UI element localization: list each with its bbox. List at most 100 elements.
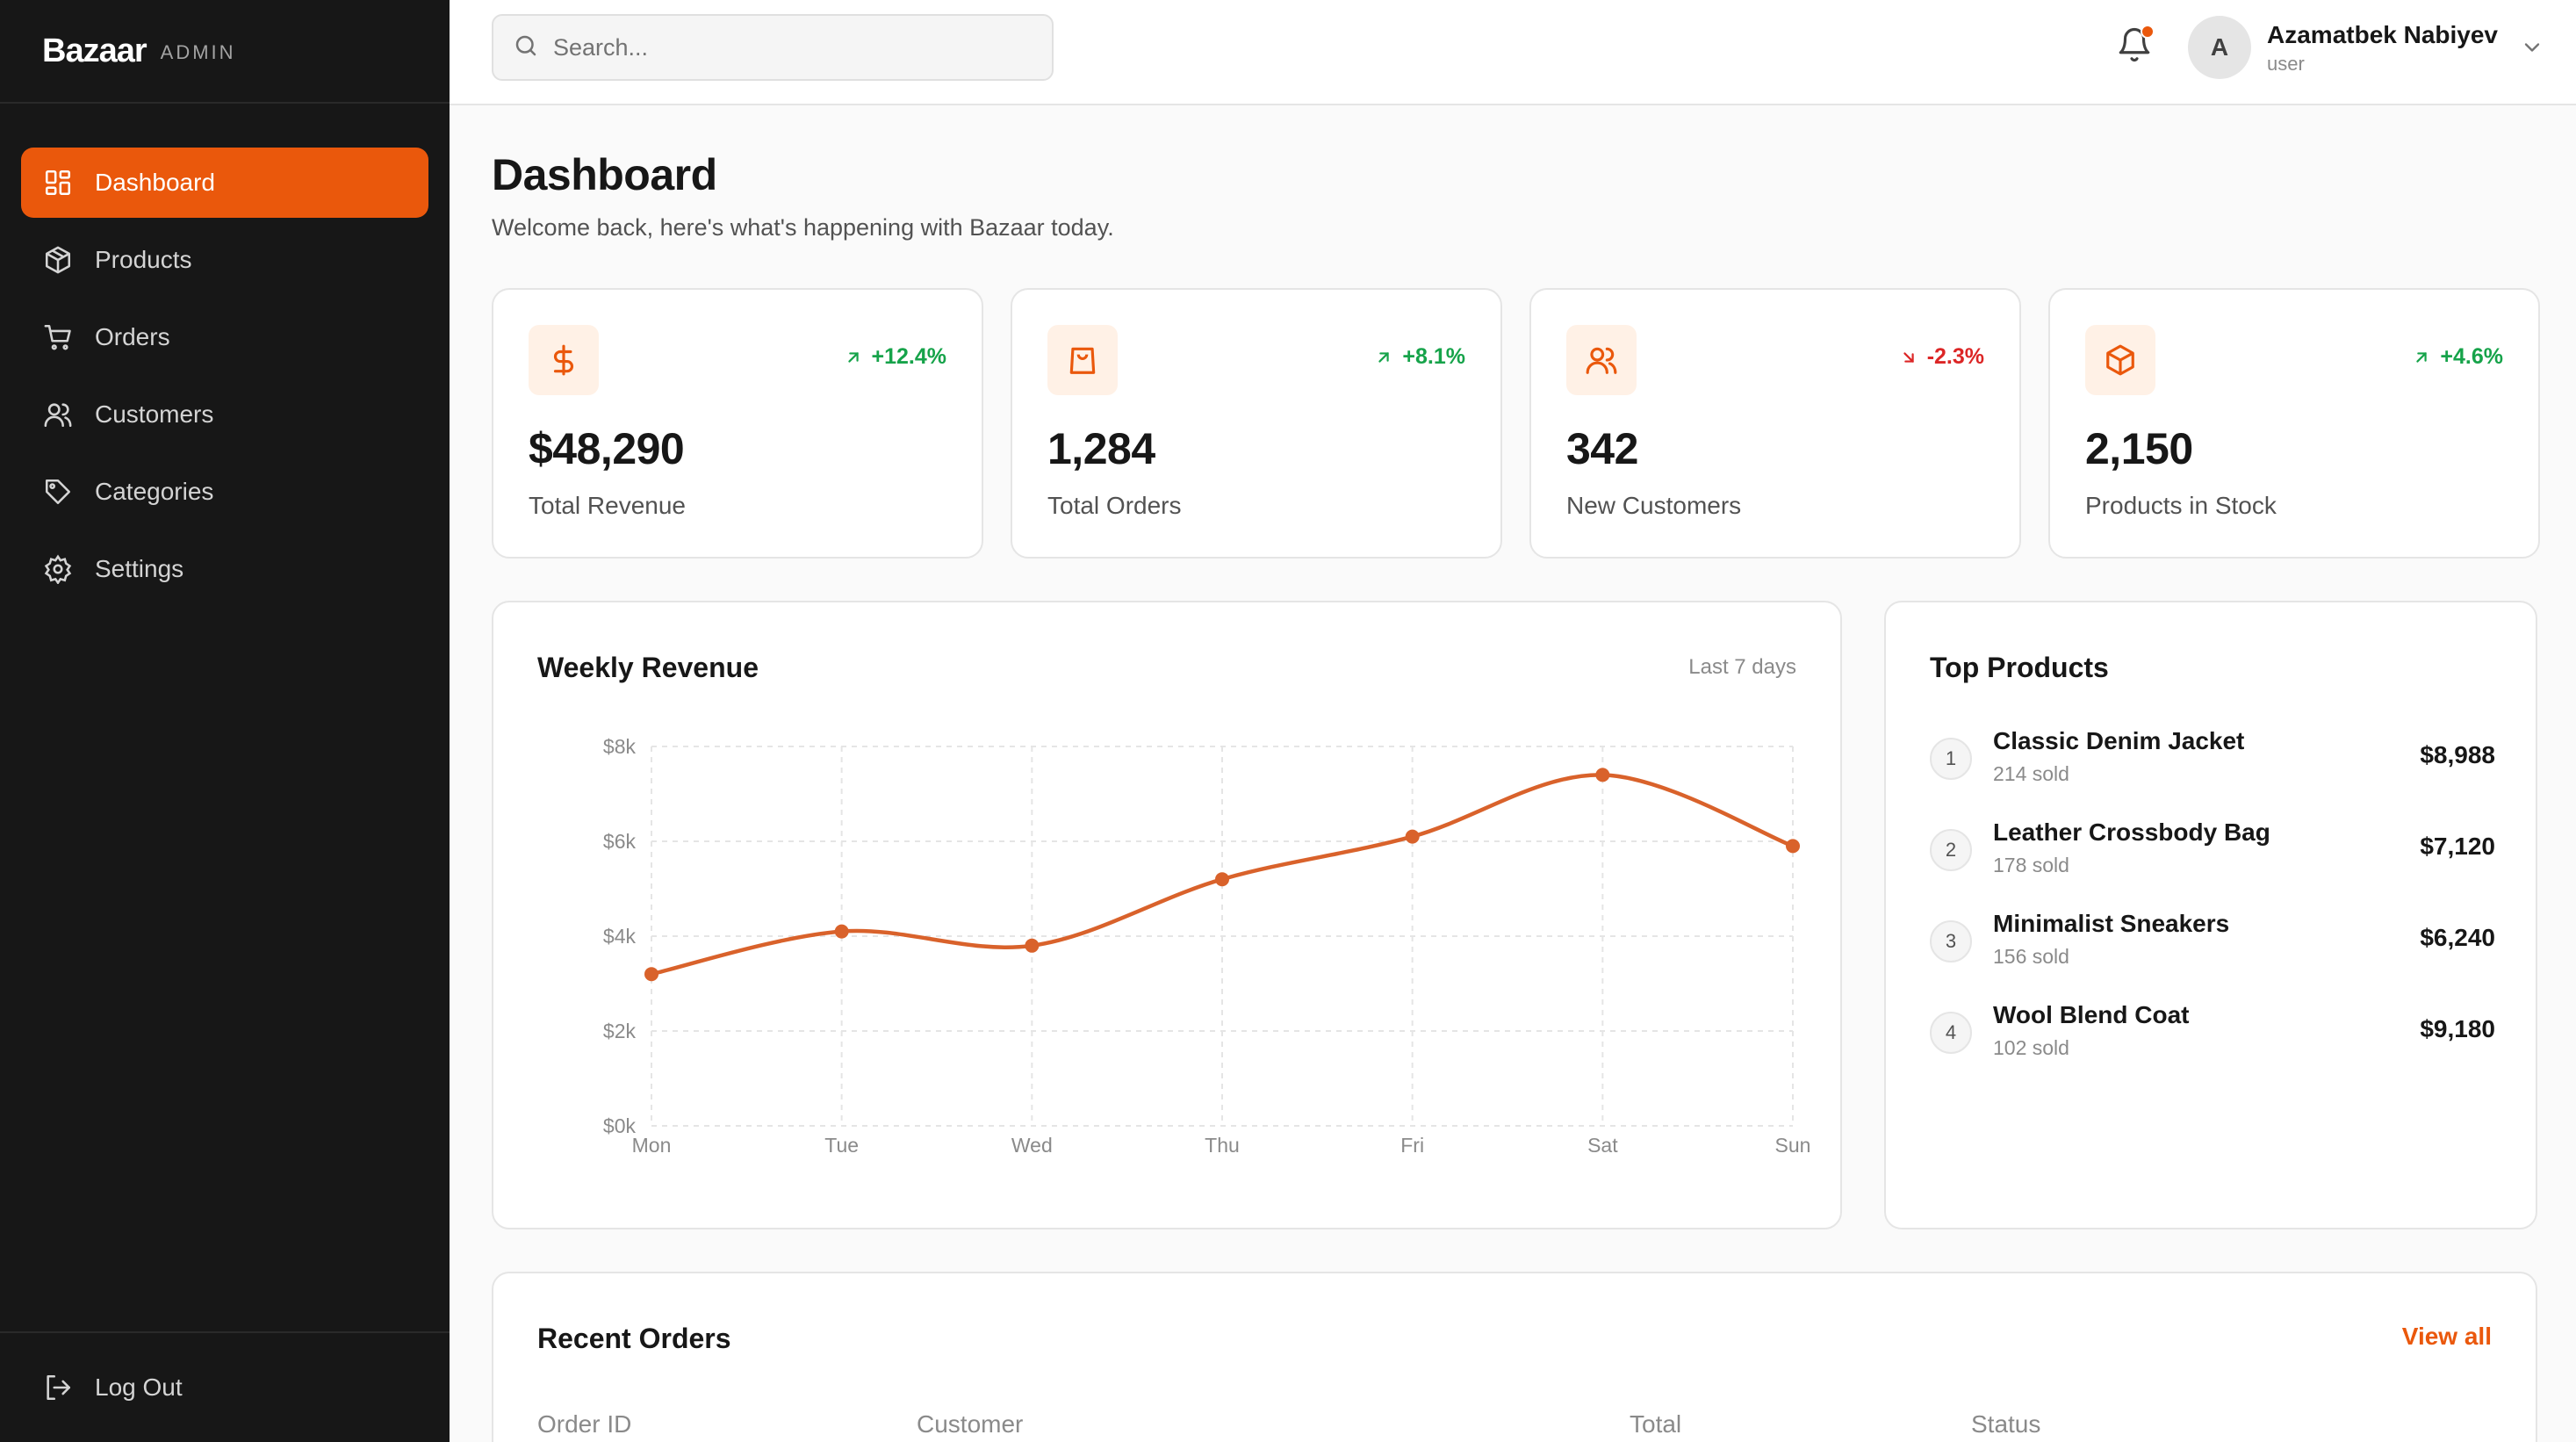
rank-badge: 3: [1930, 920, 1972, 963]
brand-name: Bazaar: [42, 32, 148, 69]
data-point: [1595, 768, 1610, 782]
stat-label: New Customers: [1566, 492, 1742, 519]
sidebar-footer: Log Out: [0, 1331, 450, 1442]
stat-change: +4.6%: [2412, 344, 2503, 370]
arrow-up-right-icon: [2416, 351, 2428, 363]
search-input[interactable]: [553, 33, 1045, 61]
stat-value: 342: [1566, 424, 1638, 473]
bell-icon: [2119, 28, 2150, 62]
logout-label: Log Out: [95, 1374, 183, 1401]
logout-button[interactable]: Log Out: [21, 1352, 428, 1423]
x-tick-label: Sun: [1775, 1134, 1811, 1157]
x-tick-label: Mon: [632, 1134, 672, 1157]
list-item[interactable]: 1 Classic Denim Jacket 214 sold $8,988: [1930, 727, 2495, 797]
data-point: [644, 967, 658, 982]
sidebar-item-dashboard[interactable]: Dashboard: [21, 148, 428, 218]
product-sold: 156 sold: [1993, 945, 2069, 968]
sidebar-item-label: Customers: [95, 400, 214, 428]
top-products-card: Top Products 1 Classic Denim Jacket 214 …: [1884, 601, 2537, 1229]
users-icon: [1566, 325, 1637, 395]
sidebar-item-categories[interactable]: Categories: [21, 457, 428, 527]
list-item[interactable]: 3 Minimalist Sneakers 156 sold $6,240: [1930, 910, 2495, 980]
package-icon: [2085, 325, 2155, 395]
stat-change-value: +12.4%: [871, 344, 947, 369]
avatar[interactable]: A: [2188, 16, 2251, 79]
column-header-total[interactable]: Total: [1630, 1410, 1682, 1438]
y-tick-label: $0k: [603, 1114, 637, 1137]
arrow-up-right-icon: [847, 351, 859, 363]
x-tick-label: Fri: [1400, 1134, 1424, 1157]
notifications-button[interactable]: [2116, 25, 2155, 65]
stat-change: +12.4%: [844, 344, 947, 370]
data-point: [1215, 872, 1229, 887]
stat-label: Total Revenue: [529, 492, 687, 519]
sidebar-item-label: Orders: [95, 323, 170, 350]
list-item[interactable]: 4 Wool Blend Coat 102 sold $9,180: [1930, 1001, 2495, 1071]
stat-card-stock: +4.6% 2,150 Products in Stock: [2048, 288, 2540, 559]
product-name: Minimalist Sneakers: [1993, 910, 2230, 937]
rank-badge: 2: [1930, 829, 1972, 871]
sidebar-item-orders[interactable]: Orders: [21, 302, 428, 372]
top-header: A Azamatbek Nabiyev user: [450, 0, 2576, 105]
stat-value: 2,150: [2085, 424, 2193, 473]
stat-change: -2.3%: [1899, 344, 1984, 370]
arrow-down-right-icon: [1903, 351, 1914, 363]
brand[interactable]: Bazaar ADMIN: [0, 0, 450, 104]
search-icon: [513, 32, 539, 63]
notification-dot: [2141, 25, 2155, 39]
package-icon: [42, 244, 74, 276]
product-revenue: $8,988: [2420, 741, 2495, 768]
shopping-bag-icon: [1047, 325, 1118, 395]
cart-icon: [42, 321, 74, 353]
rank-badge: 1: [1930, 738, 1972, 780]
product-revenue: $6,240: [2420, 924, 2495, 951]
user-name[interactable]: Azamatbek Nabiyev: [2267, 21, 2499, 48]
stat-value: 1,284: [1047, 424, 1155, 473]
revenue-line-chart: $0k $2k $4k $6k $8k Mon Tue Wed Thu Fri Sat Sun: [603, 735, 1811, 1157]
chevron-down-icon: [2524, 43, 2540, 52]
view-all-link[interactable]: View all: [2401, 1323, 2492, 1350]
sidebar-nav: Dashboard Products Orders Customers Cate…: [0, 104, 450, 604]
stat-card-revenue: +12.4% $48,290 Total Revenue: [492, 288, 983, 559]
data-point: [1025, 938, 1040, 953]
weekly-revenue-card: Weekly Revenue Last 7 days $0k $2k $4k $6k $…: [492, 601, 1842, 1229]
y-tick-label: $2k: [603, 1020, 637, 1042]
data-point: [1405, 829, 1420, 844]
data-point: [834, 924, 849, 939]
dashboard-icon: [42, 167, 74, 198]
list-item[interactable]: 2 Leather Crossbody Bag 178 sold $7,120: [1930, 818, 2495, 889]
x-tick-label: Tue: [824, 1134, 859, 1157]
sidebar-item-label: Categories: [95, 478, 214, 505]
sidebar-item-settings[interactable]: Settings: [21, 534, 428, 604]
rank-badge: 4: [1930, 1012, 1972, 1054]
user-menu-toggle[interactable]: [2520, 35, 2546, 61]
x-tick-label: Wed: [1011, 1134, 1053, 1157]
column-header-order-id[interactable]: Order ID: [537, 1410, 632, 1438]
y-tick-label: $4k: [603, 925, 637, 948]
sidebar-item-label: Settings: [95, 555, 184, 582]
column-header-customer[interactable]: Customer: [917, 1410, 1024, 1438]
recent-orders-title: Recent Orders: [537, 1323, 731, 1354]
chart-range-label[interactable]: Last 7 days: [1688, 655, 1796, 679]
sidebar-item-products[interactable]: Products: [21, 225, 428, 295]
page-title: Dashboard: [492, 150, 717, 199]
stat-change-value: +4.6%: [2440, 344, 2503, 369]
stat-change-value: -2.3%: [1926, 344, 1984, 369]
top-products-title: Top Products: [1930, 652, 2109, 683]
stat-value: $48,290: [529, 424, 685, 473]
product-sold: 102 sold: [1993, 1036, 2069, 1059]
product-name: Leather Crossbody Bag: [1993, 818, 2270, 846]
y-tick-label: $6k: [603, 830, 637, 853]
product-revenue: $9,180: [2420, 1015, 2495, 1042]
arrow-up-right-icon: [1378, 351, 1390, 363]
product-name: Classic Denim Jacket: [1993, 727, 2245, 754]
sidebar-item-label: Products: [95, 246, 192, 273]
search-box[interactable]: [492, 14, 1054, 81]
recent-orders-card: Recent Orders View all Order ID Customer…: [492, 1272, 2537, 1442]
sidebar-item-label: Dashboard: [95, 169, 215, 196]
sidebar: Bazaar ADMIN Dashboard Products Orders: [0, 0, 450, 1442]
data-point: [1786, 839, 1800, 854]
column-header-status[interactable]: Status: [1971, 1410, 2041, 1438]
page-subtitle: Welcome back, here's what's happening wi…: [492, 214, 1114, 241]
sidebar-item-customers[interactable]: Customers: [21, 379, 428, 450]
